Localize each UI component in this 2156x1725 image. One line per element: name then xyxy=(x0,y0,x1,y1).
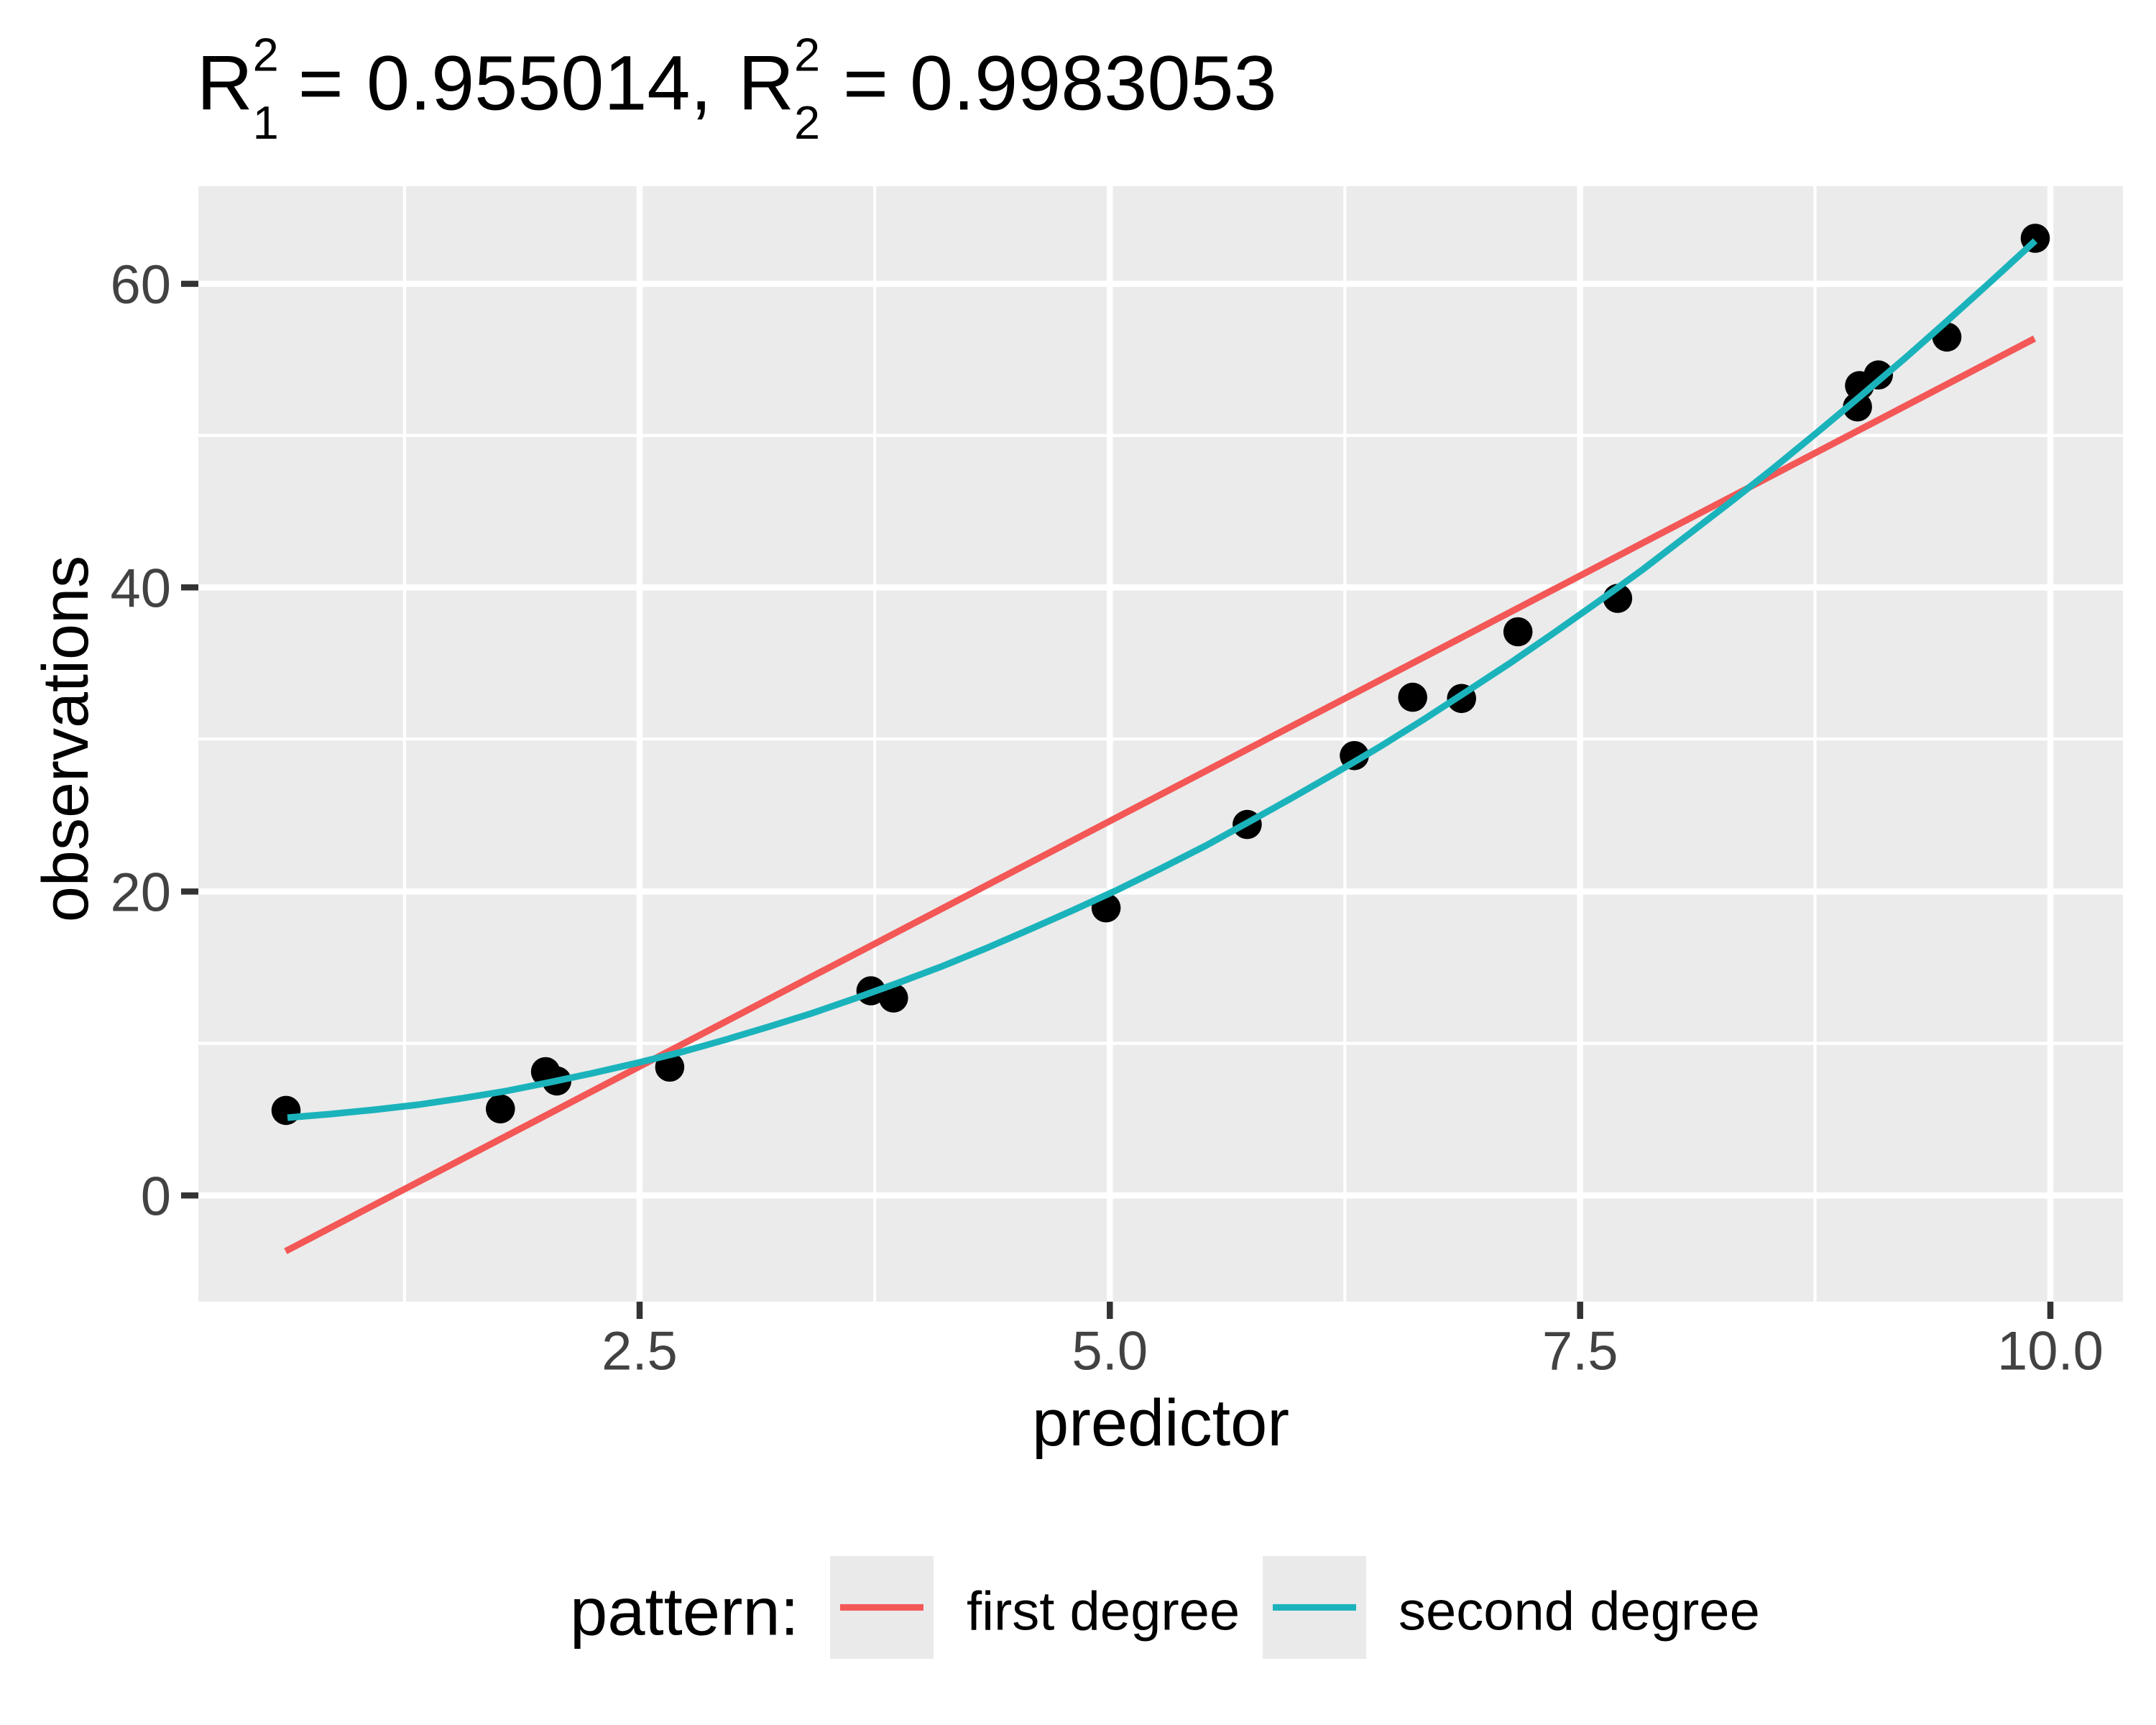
svg-text:2: 2 xyxy=(794,96,820,149)
svg-text:R: R xyxy=(197,40,253,126)
svg-text:=: = xyxy=(298,40,344,126)
svg-text:2: 2 xyxy=(794,29,820,81)
svg-text:0.9983053: 0.9983053 xyxy=(910,40,1277,126)
svg-text:60: 60 xyxy=(110,254,171,316)
svg-text:5.0: 5.0 xyxy=(1072,1321,1148,1382)
svg-text:10.0: 10.0 xyxy=(1997,1321,2104,1382)
svg-text:=: = xyxy=(843,40,888,126)
svg-text:40: 40 xyxy=(110,558,171,619)
svg-text:pattern:: pattern: xyxy=(570,1573,799,1649)
svg-text:0: 0 xyxy=(141,1166,171,1227)
svg-text:2.5: 2.5 xyxy=(602,1321,678,1382)
svg-text:observations: observations xyxy=(30,556,102,922)
svg-text:7.5: 7.5 xyxy=(1542,1321,1618,1382)
svg-text:20: 20 xyxy=(110,862,171,924)
svg-text:first degree: first degree xyxy=(967,1581,1240,1642)
svg-text:second degree: second degree xyxy=(1399,1581,1760,1642)
svg-text:2: 2 xyxy=(253,29,279,81)
svg-text:R: R xyxy=(738,40,794,126)
svg-text:0.955014,: 0.955014, xyxy=(367,40,711,126)
svg-text:1: 1 xyxy=(253,96,279,149)
svg-text:predictor: predictor xyxy=(1032,1386,1289,1460)
